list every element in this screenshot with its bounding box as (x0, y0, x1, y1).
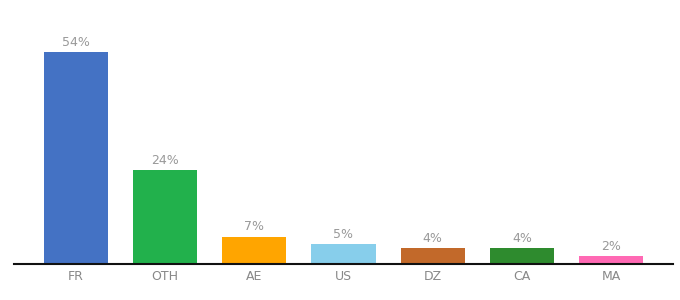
Text: 4%: 4% (423, 232, 443, 245)
Bar (222, 237, 286, 264)
Bar (579, 256, 643, 264)
Text: 7%: 7% (244, 220, 264, 233)
Text: 2%: 2% (601, 240, 621, 253)
Text: 4%: 4% (512, 232, 532, 245)
Text: 5%: 5% (333, 228, 354, 241)
Bar (311, 244, 375, 264)
Bar (133, 170, 197, 264)
Text: 54%: 54% (62, 36, 90, 49)
Bar (490, 248, 554, 264)
Text: 24%: 24% (151, 154, 179, 167)
Bar (401, 248, 464, 264)
Bar (44, 52, 108, 264)
